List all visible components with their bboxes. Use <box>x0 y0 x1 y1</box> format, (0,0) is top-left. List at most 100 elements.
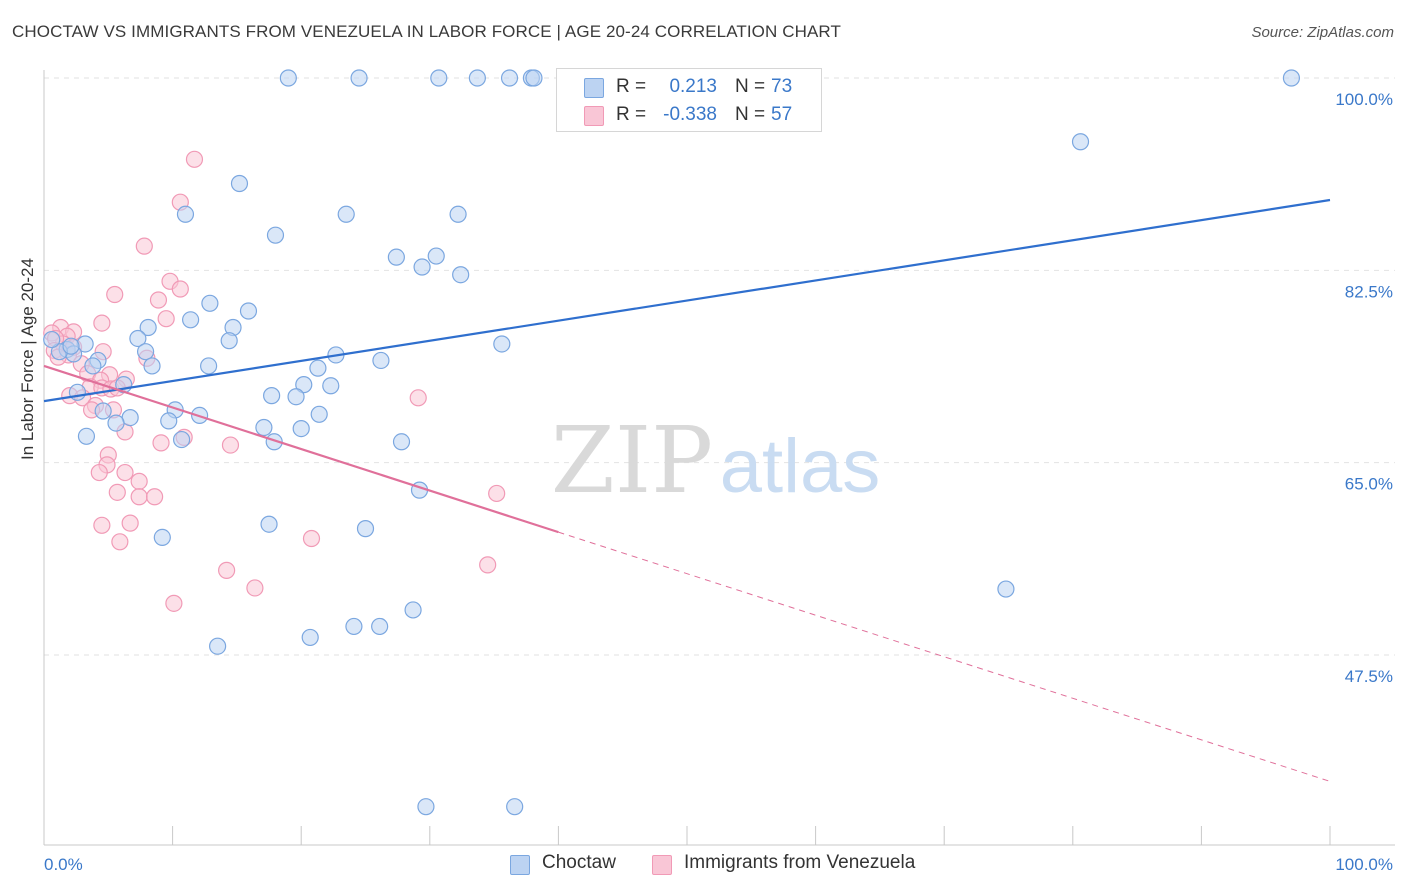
data-point <box>246 579 264 597</box>
data-point <box>322 377 340 395</box>
chart-title: CHOCTAW VS IMMIGRANTS FROM VENEZUELA IN … <box>12 22 841 41</box>
data-point <box>525 69 543 87</box>
data-point <box>173 430 191 449</box>
data-point <box>130 488 148 506</box>
data-point <box>309 359 327 377</box>
data-point <box>185 150 204 168</box>
data-point <box>107 414 125 432</box>
data-point <box>279 69 297 87</box>
data-point <box>201 294 219 312</box>
data-point <box>260 515 278 533</box>
data-point <box>135 237 153 255</box>
data-point <box>62 337 80 355</box>
data-point <box>295 376 313 394</box>
data-point <box>152 434 170 452</box>
bottom-legend-label-venezuela: Immigrants from Venezuela <box>684 852 916 873</box>
data-point <box>171 280 189 298</box>
legend-row-venezuela: R = -0.338 N = 57 <box>557 100 821 128</box>
trend-lines <box>43 198 1331 782</box>
data-point <box>153 528 171 547</box>
x-tick-label: 0.0% <box>44 855 83 874</box>
data-point <box>356 520 375 538</box>
legend-swatch-venezuela <box>584 106 604 126</box>
data-point <box>129 329 147 348</box>
data-point <box>218 561 236 579</box>
data-point <box>176 205 195 223</box>
data-point <box>145 488 164 506</box>
data-point <box>93 516 111 534</box>
axes <box>43 70 1395 846</box>
legend-n-label: N = <box>735 104 766 125</box>
data-point <box>409 389 427 407</box>
data-point <box>392 433 411 451</box>
data-point <box>301 628 319 647</box>
trend-line <box>43 198 1331 403</box>
data-point <box>500 69 519 87</box>
y-axis-label: In Labor Force | Age 20-24 <box>18 258 37 460</box>
data-point <box>149 291 168 309</box>
legend-row-choctaw: R = 0.213 N = 73 <box>557 72 821 100</box>
legend-r-label: R = <box>616 76 647 97</box>
data-point <box>302 529 321 548</box>
y-tick-label: 82.5% <box>1345 282 1393 301</box>
data-point <box>111 533 129 551</box>
data-point <box>488 484 506 503</box>
data-point <box>255 418 273 437</box>
data-point <box>266 226 285 244</box>
legend-swatch-choctaw <box>584 78 604 98</box>
data-point <box>345 617 363 636</box>
x-tick-label: 100.0% <box>1335 855 1393 874</box>
gridlines <box>44 77 1395 656</box>
bottom-legend-swatch-venezuela <box>652 855 672 875</box>
data-point <box>77 427 96 445</box>
data-point <box>506 798 524 816</box>
y-tick-label: 100.0% <box>1335 90 1393 109</box>
data-point <box>387 248 405 266</box>
data-point <box>263 387 281 405</box>
data-point <box>209 637 227 655</box>
data-point <box>449 205 467 223</box>
legend-n-label: N = <box>735 76 766 97</box>
trend-line-extension <box>558 531 1331 782</box>
data-point <box>84 357 102 375</box>
data-point <box>136 343 155 361</box>
stats-legend: R = 0.213 N = 73 R = -0.338 N = 57 <box>556 68 822 132</box>
trend-line <box>43 364 559 534</box>
data-point <box>427 247 445 265</box>
data-point <box>371 617 389 636</box>
bottom-legend-label-choctaw: Choctaw <box>542 852 616 873</box>
data-point <box>94 402 112 420</box>
data-point <box>220 332 238 350</box>
data-point <box>493 335 511 353</box>
data-point <box>997 580 1015 598</box>
legend-n-value: 57 <box>771 104 793 125</box>
watermark: ZIP atlas <box>551 407 880 514</box>
legend-r-label: R = <box>616 104 647 125</box>
data-point <box>337 205 355 223</box>
data-point <box>1282 69 1301 87</box>
data-point <box>468 69 486 87</box>
data-point <box>430 69 448 87</box>
data-points <box>43 69 1301 816</box>
tick-labels: 47.5% 65.0% 82.5% 100.0% 0.0% 100.0% <box>44 90 1393 874</box>
data-point <box>350 69 368 87</box>
data-point <box>413 258 431 276</box>
data-point <box>182 311 200 329</box>
data-point <box>108 483 126 501</box>
data-point <box>1071 133 1090 151</box>
data-point <box>200 357 218 375</box>
data-point <box>239 302 258 320</box>
legend-r-value: 0.213 <box>669 76 717 97</box>
data-point <box>139 318 157 337</box>
data-point <box>479 556 497 574</box>
data-point <box>160 412 178 430</box>
source-label: Source: ZipAtlas.com <box>1251 24 1394 41</box>
bottom-legend-swatch-choctaw <box>510 855 530 875</box>
data-point <box>287 388 305 406</box>
data-point <box>43 330 61 349</box>
data-point <box>157 310 175 328</box>
data-point <box>130 472 148 490</box>
data-point <box>165 594 183 612</box>
data-point <box>93 314 111 332</box>
